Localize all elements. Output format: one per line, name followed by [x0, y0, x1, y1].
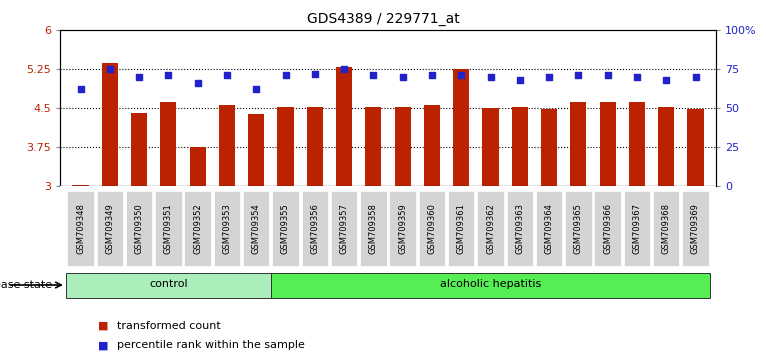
Point [455, 73, 467, 78]
Text: GSM709363: GSM709363 [516, 203, 524, 254]
Text: alcoholic hepatitis: alcoholic hepatitis [440, 279, 541, 289]
Bar [483, 108, 499, 186]
FancyBboxPatch shape [653, 191, 679, 266]
Point [338, 66, 350, 72]
Text: GDS4389 / 229771_at: GDS4389 / 229771_at [306, 12, 460, 26]
Text: GSM709349: GSM709349 [105, 203, 114, 254]
Text: GSM709351: GSM709351 [164, 203, 173, 254]
Point [484, 74, 496, 80]
Bar [131, 113, 147, 186]
Point [426, 73, 438, 78]
Bar [658, 107, 674, 186]
Text: GSM709369: GSM709369 [691, 203, 700, 254]
FancyBboxPatch shape [185, 191, 211, 266]
Bar [541, 109, 557, 186]
Text: ■: ■ [98, 340, 109, 350]
Point [397, 74, 409, 80]
Text: GSM709354: GSM709354 [252, 203, 260, 254]
Text: GSM709350: GSM709350 [135, 203, 143, 254]
Point [74, 86, 87, 92]
Point [572, 73, 584, 78]
FancyBboxPatch shape [126, 191, 152, 266]
FancyBboxPatch shape [565, 191, 591, 266]
Text: control: control [149, 279, 188, 289]
Bar [306, 107, 322, 186]
Point [514, 77, 526, 83]
FancyBboxPatch shape [214, 191, 240, 266]
Text: GSM709364: GSM709364 [545, 203, 554, 254]
Point [162, 73, 175, 78]
Bar [453, 69, 470, 186]
Point [133, 74, 146, 80]
FancyBboxPatch shape [477, 191, 504, 266]
Point [309, 71, 321, 76]
Text: percentile rank within the sample: percentile rank within the sample [117, 340, 306, 350]
Text: GSM709352: GSM709352 [193, 203, 202, 254]
Text: GSM709356: GSM709356 [310, 203, 319, 254]
Text: GSM709365: GSM709365 [574, 203, 583, 254]
Point [601, 73, 614, 78]
FancyBboxPatch shape [302, 191, 328, 266]
FancyBboxPatch shape [506, 191, 533, 266]
Bar [571, 102, 587, 186]
Text: transformed count: transformed count [117, 321, 221, 331]
Bar [629, 102, 645, 186]
Text: GSM709361: GSM709361 [457, 203, 466, 254]
FancyBboxPatch shape [271, 273, 710, 298]
Point [543, 74, 555, 80]
Text: GSM709358: GSM709358 [369, 203, 378, 254]
Text: GSM709357: GSM709357 [339, 203, 349, 254]
FancyBboxPatch shape [273, 191, 299, 266]
Bar [394, 107, 411, 186]
FancyBboxPatch shape [243, 191, 270, 266]
Point [192, 80, 204, 86]
FancyBboxPatch shape [66, 273, 271, 298]
Text: GSM709368: GSM709368 [662, 203, 671, 254]
FancyBboxPatch shape [594, 191, 620, 266]
Text: ■: ■ [98, 321, 109, 331]
Bar [277, 107, 293, 186]
Text: GSM709367: GSM709367 [633, 203, 641, 254]
Text: GSM709362: GSM709362 [486, 203, 495, 254]
Bar [365, 107, 381, 186]
Point [103, 66, 116, 72]
Text: GSM709353: GSM709353 [222, 203, 231, 254]
FancyBboxPatch shape [155, 191, 182, 266]
Bar [73, 185, 89, 186]
FancyBboxPatch shape [389, 191, 416, 266]
Bar [336, 68, 352, 186]
Point [689, 74, 702, 80]
Point [250, 86, 262, 92]
FancyBboxPatch shape [419, 191, 445, 266]
Text: disease state: disease state [0, 280, 52, 290]
FancyBboxPatch shape [536, 191, 562, 266]
Bar [219, 105, 235, 186]
Bar [248, 114, 264, 186]
Point [221, 73, 233, 78]
FancyBboxPatch shape [360, 191, 387, 266]
FancyBboxPatch shape [331, 191, 357, 266]
Text: GSM709366: GSM709366 [603, 203, 612, 254]
FancyBboxPatch shape [97, 191, 123, 266]
FancyBboxPatch shape [683, 191, 709, 266]
FancyBboxPatch shape [448, 191, 474, 266]
Text: GSM709360: GSM709360 [427, 203, 437, 254]
Point [280, 73, 292, 78]
Text: GSM709355: GSM709355 [281, 203, 290, 254]
Bar [102, 63, 118, 186]
Bar [160, 102, 176, 186]
Bar [512, 107, 528, 186]
Bar [424, 105, 440, 186]
FancyBboxPatch shape [624, 191, 650, 266]
Bar [687, 109, 703, 186]
Point [630, 74, 643, 80]
Point [367, 73, 379, 78]
Text: GSM709359: GSM709359 [398, 203, 408, 254]
Point [660, 77, 673, 83]
Bar [190, 147, 206, 186]
FancyBboxPatch shape [67, 191, 93, 266]
Bar [600, 102, 616, 186]
Text: GSM709348: GSM709348 [76, 203, 85, 254]
